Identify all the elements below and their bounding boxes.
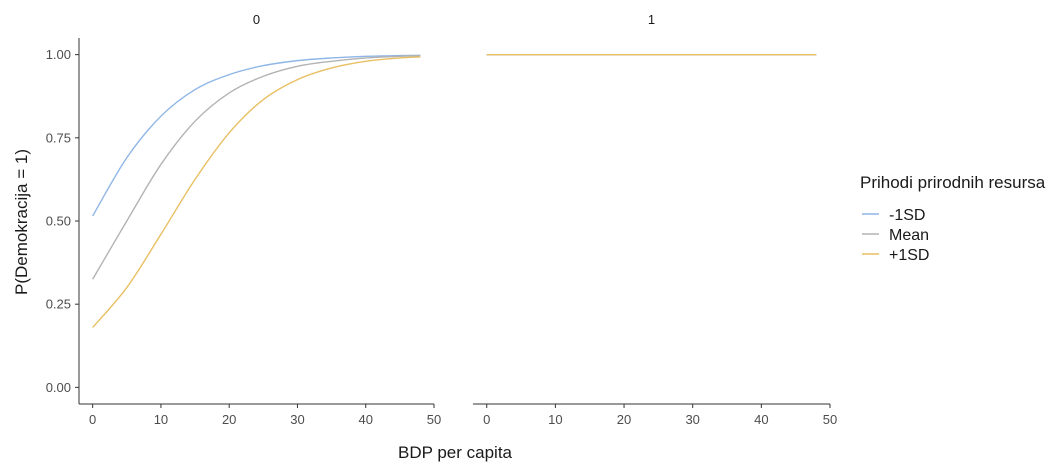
y-tick-label: 0.25 <box>46 297 71 312</box>
x-tick-label: 40 <box>754 412 768 427</box>
y-tick-label: 0.75 <box>46 130 71 145</box>
y-tick-label: 1.00 <box>46 47 71 62</box>
legend-label: -1SD <box>889 207 925 224</box>
x-tick-label: 0 <box>483 412 490 427</box>
x-tick-label: 20 <box>617 412 631 427</box>
series-line-1sd <box>92 54 421 217</box>
series-line-mean <box>92 54 421 280</box>
x-tick-label: 30 <box>685 412 699 427</box>
x-tick-label: 10 <box>154 412 168 427</box>
legend-label: +1SD <box>889 247 929 264</box>
x-tick-label: 50 <box>823 412 837 427</box>
panel-1: 10 10 20 30 40 50 <box>473 12 837 427</box>
panel-strip-label: 1 <box>648 12 655 27</box>
x-axis-title: BDP per capita <box>398 443 513 462</box>
x-tick-label: 20 <box>222 412 236 427</box>
y-tick-label: 0.00 <box>46 380 71 395</box>
legend-label: Mean <box>889 227 929 244</box>
x-tick-label: 40 <box>358 412 372 427</box>
legend: Prihodi prirodnih resursa -1SD Mean +1SD <box>860 173 1046 264</box>
legend-title: Prihodi prirodnih resursa <box>860 173 1046 192</box>
series-line-1sd <box>92 56 421 328</box>
x-tick-label: 0 <box>89 412 96 427</box>
x-tick-label: 30 <box>290 412 304 427</box>
panel-strip-label: 0 <box>253 12 260 27</box>
panel-0: 0 0 10 20 30 40 50 0.00 0.25 0.50 0.75 1.00 <box>46 12 442 427</box>
y-axis-title: P(Demokracija = 1) <box>12 149 31 295</box>
x-tick-label: 50 <box>427 412 441 427</box>
x-tick-label: 10 <box>548 412 562 427</box>
y-tick-label: 0.50 <box>46 214 71 229</box>
